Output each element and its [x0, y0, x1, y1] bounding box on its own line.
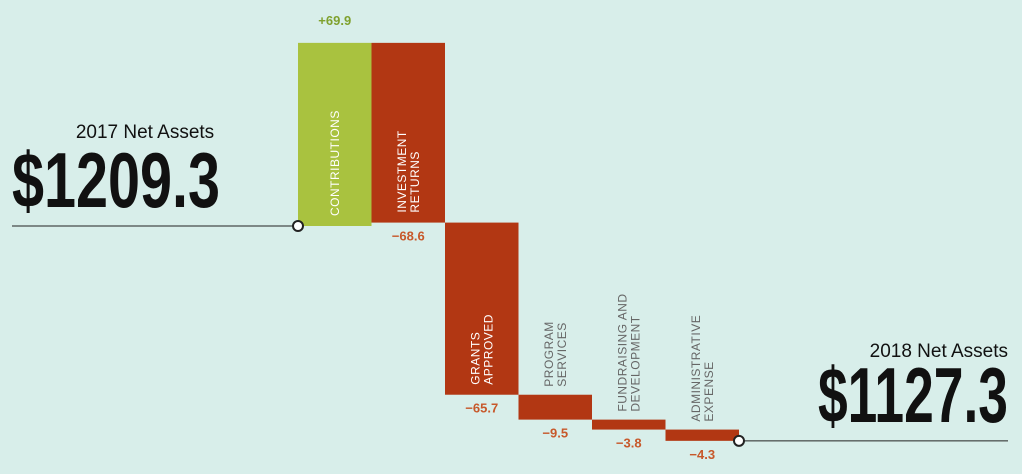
bar-category-label: INVESTMENTRETURNS: [395, 130, 422, 213]
waterfall-bar: [518, 394, 592, 420]
waterfall-bar: [592, 419, 666, 430]
bar-category-line: DEVELOPMENT: [628, 315, 642, 411]
bar-value-label: +69.9: [318, 13, 351, 28]
end-marker: [733, 434, 745, 447]
bar-value-label: −65.7: [465, 401, 498, 416]
bar-category-label: FUNDRAISING ANDDEVELOPMENT: [615, 293, 642, 411]
bar-category-line: APPROVED: [481, 314, 495, 385]
end-label: 2018 Net Assets: [870, 341, 1008, 362]
bar-value-label: −68.6: [392, 229, 425, 244]
bar-value-label: −4.3: [689, 447, 715, 462]
start-total: $1209.3: [12, 136, 220, 224]
bar-category-line: SERVICES: [555, 322, 569, 386]
bar-category-label: PROGRAMSERVICES: [542, 321, 569, 387]
bar-category-line: PROGRAM: [542, 321, 556, 387]
bar-category-line: ADMINISTRATIVE: [689, 315, 703, 422]
bar-category-label: GRANTSAPPROVED: [468, 314, 495, 385]
bar-category-line: EXPENSE: [702, 361, 716, 421]
bar-category-line: RETURNS: [408, 151, 422, 213]
waterfall-bar: [665, 429, 739, 441]
bar-category-label: ADMINISTRATIVEEXPENSE: [689, 315, 716, 422]
start-marker: [292, 220, 304, 232]
bar-category-line: FUNDRAISING AND: [615, 293, 629, 411]
waterfall-bar: [298, 42, 372, 226]
bar-value-label: −9.5: [542, 426, 568, 441]
start-label: 2017 Net Assets: [76, 122, 214, 143]
end-total: $1127.3: [818, 351, 1008, 439]
bar-category-label: CONTRIBUTIONS: [328, 110, 342, 216]
bar-category-line: INVESTMENT: [395, 130, 409, 213]
bar-category-line: GRANTS: [468, 332, 482, 385]
waterfall-bar: [445, 222, 519, 395]
bar-value-label: −3.8: [616, 436, 642, 451]
bar-category-line: CONTRIBUTIONS: [328, 110, 342, 216]
waterfall-bar: [371, 42, 445, 223]
